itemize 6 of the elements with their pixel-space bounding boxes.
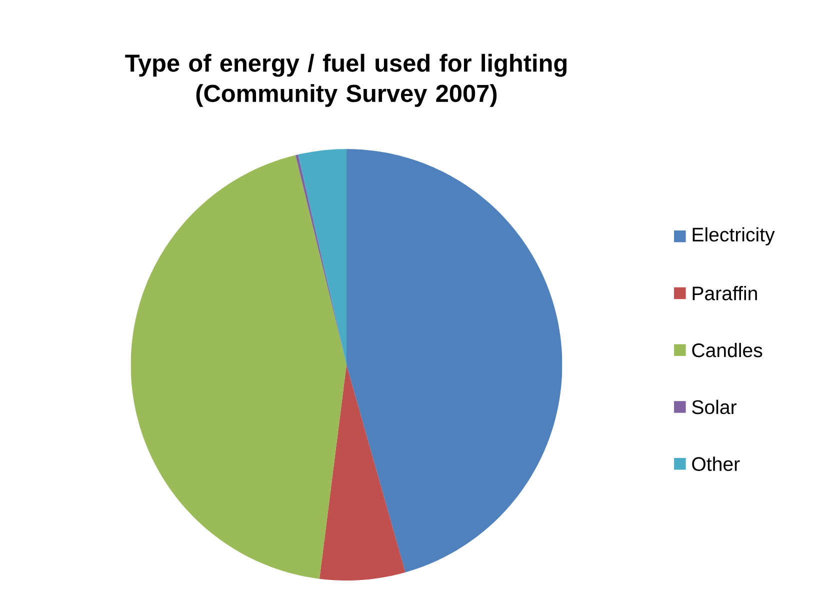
chart-title: Type of energy / fuel used for lighting (Community Survey 2007)	[125, 54, 566, 107]
legend-label: Solar	[692, 400, 736, 414]
legend-label: Candles	[692, 342, 762, 358]
legend-label: Electricity	[692, 227, 775, 246]
legend-label: Paraffin	[692, 286, 757, 300]
legend-label: Other	[692, 456, 740, 471]
